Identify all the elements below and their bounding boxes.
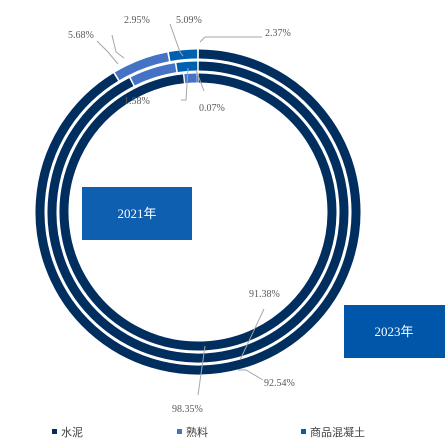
leader-line [199,36,262,43]
year-box-2023-bg [344,305,445,358]
legend-label-cement: 水泥 [61,426,83,439]
data-label-r2023-clinker: 5.68% [68,30,94,41]
ring-2021-clinker-arc [184,73,197,84]
data-label-r2023-cement: 91.38% [249,289,280,300]
ring-2022-concrete-arc [176,61,198,72]
legend-swatch-clinker [177,429,182,434]
data-label-r2022-concrete: 2.37% [265,28,291,39]
legend: 水泥 熟料 商品混凝土 [52,425,365,439]
legend-swatch-concrete [301,429,306,434]
leader-line [96,40,119,65]
ring-2022-cement-arc [47,61,349,363]
data-label-r2021-cement: 98.35% [172,404,203,415]
year-box-2023-label: 2023年 [374,324,413,339]
year-box-2021-bg [82,187,192,240]
ring-2023-concrete-arc [168,49,198,61]
rings [35,49,361,375]
ring-2021-cement-arc [59,73,337,351]
leader-line [111,34,125,59]
year-box-2021-label: 2021年 [117,206,156,221]
data-label-r2021-clinker: 1.58% [124,96,150,107]
data-label-r2021-concrete: 0.07% [199,103,225,114]
leader-line [195,69,205,92]
ring-2022-clinker-arc [130,63,177,86]
leader-line [238,369,264,381]
leader-line [169,23,184,57]
year-box-2023: 2023年 [344,305,445,358]
ring-2023-cement-arc [35,49,361,375]
data-label-r2023-concrete: 2.95% [124,15,150,26]
data-label-r2022-clinker: 5.09% [176,15,202,26]
data-label-r2022-cement: 92.54% [264,378,295,389]
leader-line [239,308,265,361]
legend-label-concrete: 商品混凝土 [310,425,365,439]
ring-2023-clinker-arc [114,52,169,81]
leader-line [181,67,189,101]
data-labels: 2.95% 5.68% 5.09% 2.37% 1.58% 0.07% 91.38% 92.5… [68,15,295,415]
leader-line [197,345,206,396]
legend-label-clinker: 熟料 [186,425,208,439]
year-box-2021: 2021年 [82,187,192,240]
leader-lines [96,23,265,396]
legend-swatch-cement [52,429,57,434]
